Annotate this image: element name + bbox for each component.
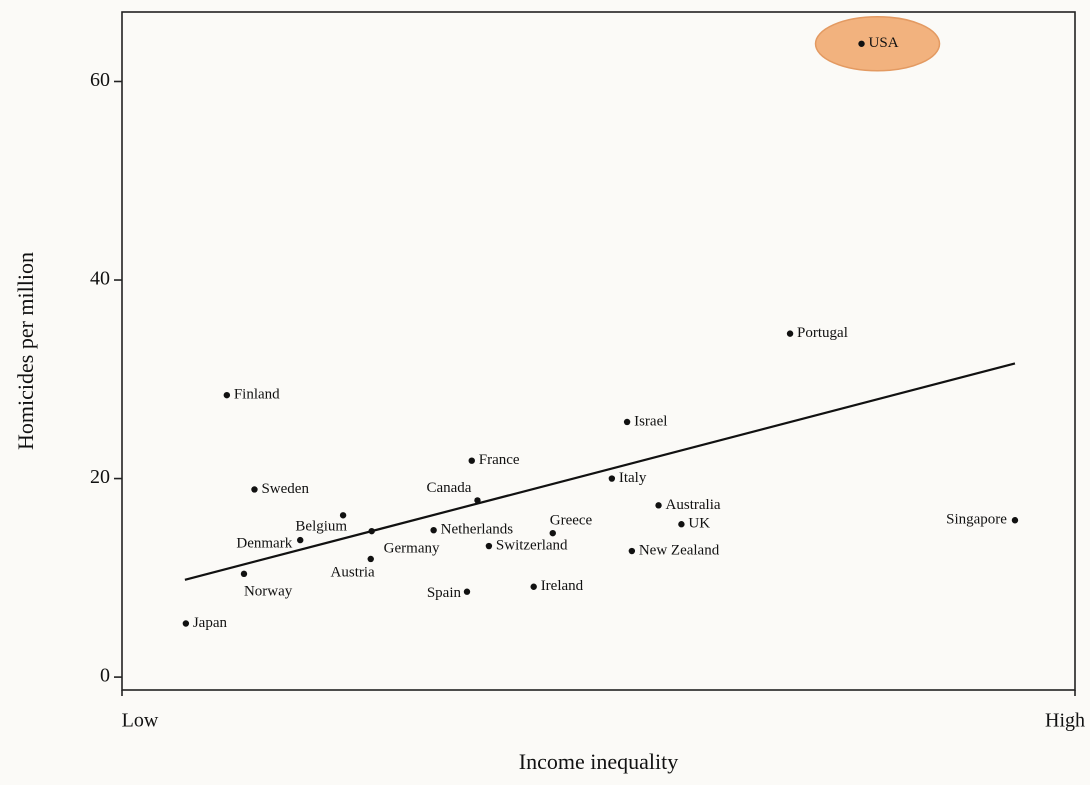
- point-label: Germany: [384, 541, 440, 557]
- point-label: New Zealand: [639, 542, 720, 558]
- point-label: Netherlands: [441, 522, 514, 538]
- x-tick-label: Low: [122, 710, 159, 732]
- y-tick-label: 0: [100, 665, 110, 687]
- point: [297, 536, 304, 544]
- point: [608, 475, 616, 482]
- point-label: Switzerland: [496, 537, 568, 553]
- point: [430, 526, 437, 534]
- point-label: Denmark: [236, 536, 292, 552]
- point: [858, 40, 865, 47]
- y-tick-label: 20: [90, 466, 110, 488]
- point: [368, 527, 375, 535]
- point: [251, 486, 258, 493]
- point: [786, 330, 794, 337]
- point-label: Israel: [634, 413, 667, 429]
- point-label: Spain: [427, 585, 462, 601]
- point: [628, 547, 636, 555]
- point: [655, 502, 662, 509]
- point-label: Austria: [331, 564, 376, 580]
- point: [474, 497, 481, 504]
- point-label: Italy: [619, 470, 647, 486]
- point: [530, 583, 537, 590]
- point-label: Ireland: [541, 578, 584, 594]
- point: [468, 457, 475, 464]
- y-tick-label: 40: [90, 268, 110, 290]
- point-label: Sweden: [261, 481, 309, 497]
- point: [485, 542, 493, 550]
- point-label: Greece: [550, 513, 593, 529]
- point: [182, 620, 190, 627]
- point: [623, 418, 631, 426]
- point-label: USA: [869, 35, 899, 51]
- point-label: Belgium: [295, 519, 347, 535]
- point-label: Japan: [193, 615, 228, 631]
- y-tick-label: 60: [90, 69, 110, 91]
- point: [367, 555, 374, 563]
- point-label: Canada: [426, 480, 471, 496]
- point-label: UK: [688, 516, 710, 532]
- point: [223, 391, 231, 399]
- point-label: Portugal: [797, 325, 848, 341]
- point-label: Finland: [234, 387, 280, 403]
- point: [1011, 517, 1019, 524]
- point-label: France: [479, 452, 520, 468]
- point-label: Norway: [244, 583, 293, 599]
- plot-frame: [121, 11, 1076, 691]
- point: [463, 588, 471, 595]
- y-axis-title: Homicides per million: [13, 252, 38, 450]
- point: [240, 570, 248, 578]
- x-tick-label: High: [1045, 710, 1085, 732]
- highlight: [814, 16, 941, 72]
- x-axis-title: Income inequality: [519, 749, 678, 774]
- trend-line: [184, 362, 1016, 581]
- point: [339, 512, 347, 519]
- point: [678, 521, 685, 528]
- point-label: Australia: [666, 497, 721, 513]
- point: [549, 529, 556, 537]
- point-label: Singapore: [946, 512, 1007, 528]
